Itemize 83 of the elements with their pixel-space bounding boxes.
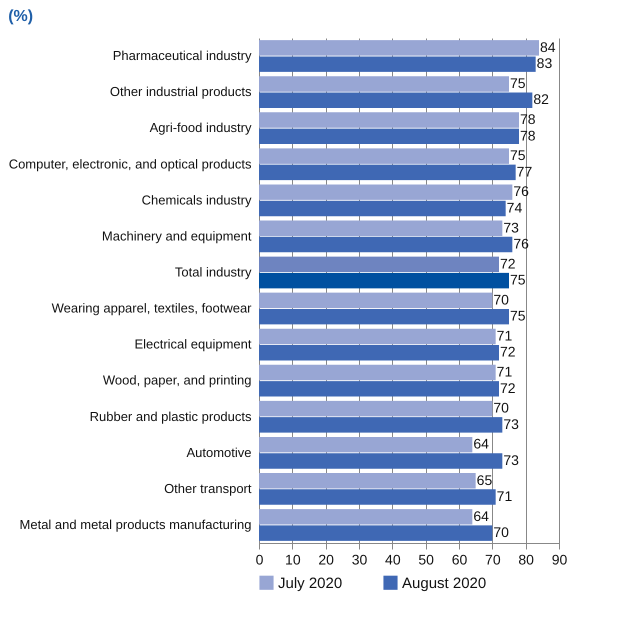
bar <box>259 473 476 488</box>
x-tick-label: 10 <box>285 552 301 568</box>
data-label: 72 <box>500 380 516 396</box>
data-label: 64 <box>473 436 490 452</box>
bar <box>259 40 539 56</box>
y-tick-label: Automotive <box>186 444 252 460</box>
data-label: 84 <box>540 38 556 55</box>
data-label: 76 <box>513 183 530 200</box>
data-label: 70 <box>493 291 510 308</box>
bar <box>259 256 499 272</box>
legend-label: August 2020 <box>402 574 486 592</box>
x-tick-label: 70 <box>485 552 501 568</box>
y-tick-label: Agri-food industry <box>150 120 252 136</box>
bar <box>259 236 512 252</box>
data-label: 73 <box>503 219 520 236</box>
y-tick-label: Rubber and plastic products <box>90 408 252 424</box>
data-label: 70 <box>493 524 510 540</box>
bar <box>259 92 532 108</box>
y-tick-label: Other industrial products <box>110 84 252 100</box>
data-label: 65 <box>476 472 492 488</box>
x-tick-label: 30 <box>352 552 368 568</box>
data-label: 72 <box>500 344 516 360</box>
data-label: 71 <box>496 488 512 504</box>
data-label: 71 <box>496 364 512 380</box>
data-label: 72 <box>500 255 516 272</box>
x-tick-label: 0 <box>256 552 264 568</box>
y-tick-label: Other transport <box>164 480 252 496</box>
bar <box>259 400 492 416</box>
data-label: 74 <box>506 199 522 216</box>
data-label: 70 <box>493 400 510 416</box>
bar <box>259 381 499 397</box>
bar <box>259 76 509 92</box>
bar <box>259 489 496 505</box>
data-label: 75 <box>510 308 526 324</box>
bar <box>259 509 472 525</box>
data-label: 64 <box>473 508 490 524</box>
y-tick-label: Total industry <box>174 264 252 280</box>
bar <box>259 128 519 144</box>
x-tick-label: 40 <box>385 552 401 568</box>
bar <box>259 345 499 360</box>
data-label: 77 <box>516 163 532 180</box>
bar <box>259 220 502 236</box>
data-label: 76 <box>513 236 530 252</box>
bar <box>259 148 509 164</box>
bar <box>259 272 509 288</box>
data-label: 75 <box>510 147 526 164</box>
x-tick-label: 50 <box>418 552 434 568</box>
bar <box>259 200 506 216</box>
bar <box>259 308 509 324</box>
text: (%) <box>8 8 34 25</box>
bar <box>259 184 512 200</box>
y-tick-label: Metal and metal products manufacturing <box>20 516 252 532</box>
y-tick-label: Wearing apparel, textiles, footwear <box>52 300 252 316</box>
bar <box>259 417 502 433</box>
data-label: 73 <box>503 416 520 432</box>
bar <box>259 453 502 469</box>
data-label: 78 <box>520 127 536 144</box>
y-tick-label: Chemicals industry <box>142 192 252 208</box>
y-tick-label: Computer, electronic, and optical products <box>8 156 252 172</box>
bar <box>259 112 519 128</box>
data-label: 83 <box>536 55 552 72</box>
data-label: 73 <box>503 452 520 468</box>
data-label: 82 <box>533 91 550 108</box>
x-tick-label: 60 <box>452 552 468 568</box>
bar <box>259 436 472 452</box>
y-tick-label: Electrical equipment <box>134 336 252 352</box>
bar <box>259 525 492 541</box>
x-tick-label: 80 <box>518 552 534 568</box>
bar <box>259 364 496 380</box>
x-tick-label: 90 <box>552 552 568 568</box>
x-tick-label: 20 <box>318 552 334 568</box>
y-tick-label: Machinery and equipment <box>102 228 252 244</box>
y-tick-label: Wood, paper, and printing <box>102 372 252 388</box>
legend-label: July 2020 <box>278 574 342 592</box>
bar <box>259 292 492 308</box>
data-label: 71 <box>496 327 512 344</box>
data-label: 78 <box>520 111 536 128</box>
y-tick-label: Pharmaceutical industry <box>112 48 252 64</box>
bar <box>259 328 496 344</box>
bar <box>259 56 536 72</box>
bar <box>259 164 516 180</box>
data-label: 75 <box>510 272 526 288</box>
data-label: 75 <box>510 74 526 91</box>
